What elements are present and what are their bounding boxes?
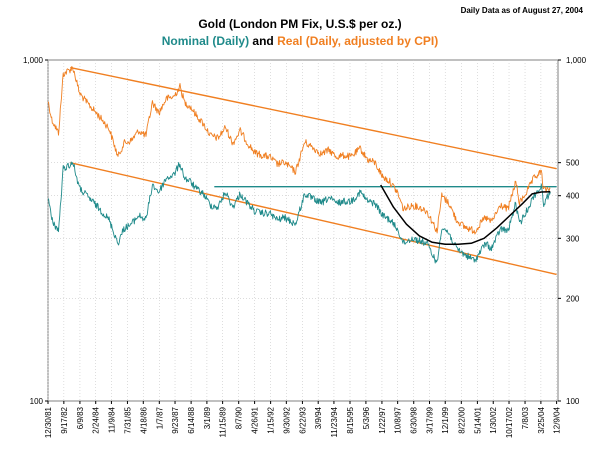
y-tick-label-right: 300 xyxy=(566,234,580,243)
x-tick-label: 9/30/92 xyxy=(282,406,291,433)
x-tick-label: 11/15/89 xyxy=(219,406,228,437)
x-tick-label: 12/30/81 xyxy=(44,406,53,438)
trend-line-lower-channel xyxy=(70,161,557,276)
subtitle-and: and xyxy=(249,34,277,48)
x-tick-label: 7/8/03 xyxy=(521,406,530,429)
chart-subtitle: Nominal (Daily) and Real (Daily, adjuste… xyxy=(162,34,439,48)
x-tick-label: 12/9/04 xyxy=(553,406,562,433)
data-date-note: Daily Data as of August 27, 2004 xyxy=(461,6,584,15)
x-tick-label: 6/14/88 xyxy=(187,406,196,433)
x-tick-label: 12/1/99 xyxy=(441,406,450,433)
x-tick-label: 1/22/97 xyxy=(378,406,387,433)
series-real-line xyxy=(47,66,551,235)
chart-title: Gold (London PM Fix, U.S.$ per oz.) xyxy=(198,17,401,31)
x-tick-label: 1/30/02 xyxy=(489,406,498,433)
base-curve-layer xyxy=(380,184,551,246)
x-tick-label: 5/3/96 xyxy=(362,406,371,429)
x-tick-label: 1/7/87 xyxy=(155,406,164,429)
plot-area xyxy=(47,59,559,402)
x-tick-label: 5/14/01 xyxy=(473,406,482,433)
subtitle-real: Real (Daily, adjusted by CPI) xyxy=(277,34,438,48)
gridlines xyxy=(47,60,558,401)
y-axis-left: 1,000 100 xyxy=(23,56,48,406)
x-tick-label: 6/9/83 xyxy=(76,406,85,429)
x-tick-label: 9/17/82 xyxy=(60,406,69,433)
x-tick-label: 2/24/84 xyxy=(92,406,101,433)
x-tick-label: 8/7/90 xyxy=(235,406,244,429)
x-tick-label: 10/17/02 xyxy=(505,406,514,438)
y-tick-label-right: 100 xyxy=(566,397,580,406)
x-tick-label: 3/17/99 xyxy=(426,406,435,433)
x-tick-label: 3/1/89 xyxy=(203,406,212,429)
y-axis-right: 1,000 500 400 300 200 100 xyxy=(558,56,587,406)
y-tick-label-left: 1,000 xyxy=(23,56,44,65)
subtitle-nominal: Nominal (Daily) xyxy=(162,34,249,48)
series-nominal-line xyxy=(47,161,551,264)
x-tick-label: 11/9/84 xyxy=(107,406,116,433)
series-layer xyxy=(47,66,551,264)
x-tick-label: 1/15/92 xyxy=(267,406,276,433)
x-tick-label: 3/25/04 xyxy=(537,406,546,433)
x-tick-label: 4/18/86 xyxy=(139,406,148,433)
trend-line-upper-channel xyxy=(70,66,557,170)
x-tick-label: 8/22/00 xyxy=(457,406,466,433)
x-tick-label: 4/26/91 xyxy=(251,406,260,433)
x-tick-label: 11/23/94 xyxy=(330,406,339,437)
trend-lines xyxy=(70,66,557,276)
x-tick-label: 6/30/98 xyxy=(410,406,419,433)
base-curve-line xyxy=(380,184,551,246)
x-tick-label: 6/22/93 xyxy=(298,406,307,433)
y-tick-label-right: 500 xyxy=(566,159,580,168)
x-tick-label: 8/15/95 xyxy=(346,406,355,433)
x-tick-label: 9/23/87 xyxy=(171,406,180,433)
x-tick-label: 7/31/85 xyxy=(123,406,132,433)
y-tick-label-left: 100 xyxy=(30,397,44,406)
x-tick-label: 3/9/94 xyxy=(314,406,323,429)
y-tick-label-right: 400 xyxy=(566,192,580,201)
y-tick-label-right: 200 xyxy=(566,294,580,303)
x-axis: 12/30/81 9/17/82 6/9/83 2/24/84 11/9/84 7/31/… xyxy=(44,401,562,438)
y-tick-label-right: 1,000 xyxy=(566,56,587,65)
x-tick-label: 10/8/97 xyxy=(394,406,403,433)
